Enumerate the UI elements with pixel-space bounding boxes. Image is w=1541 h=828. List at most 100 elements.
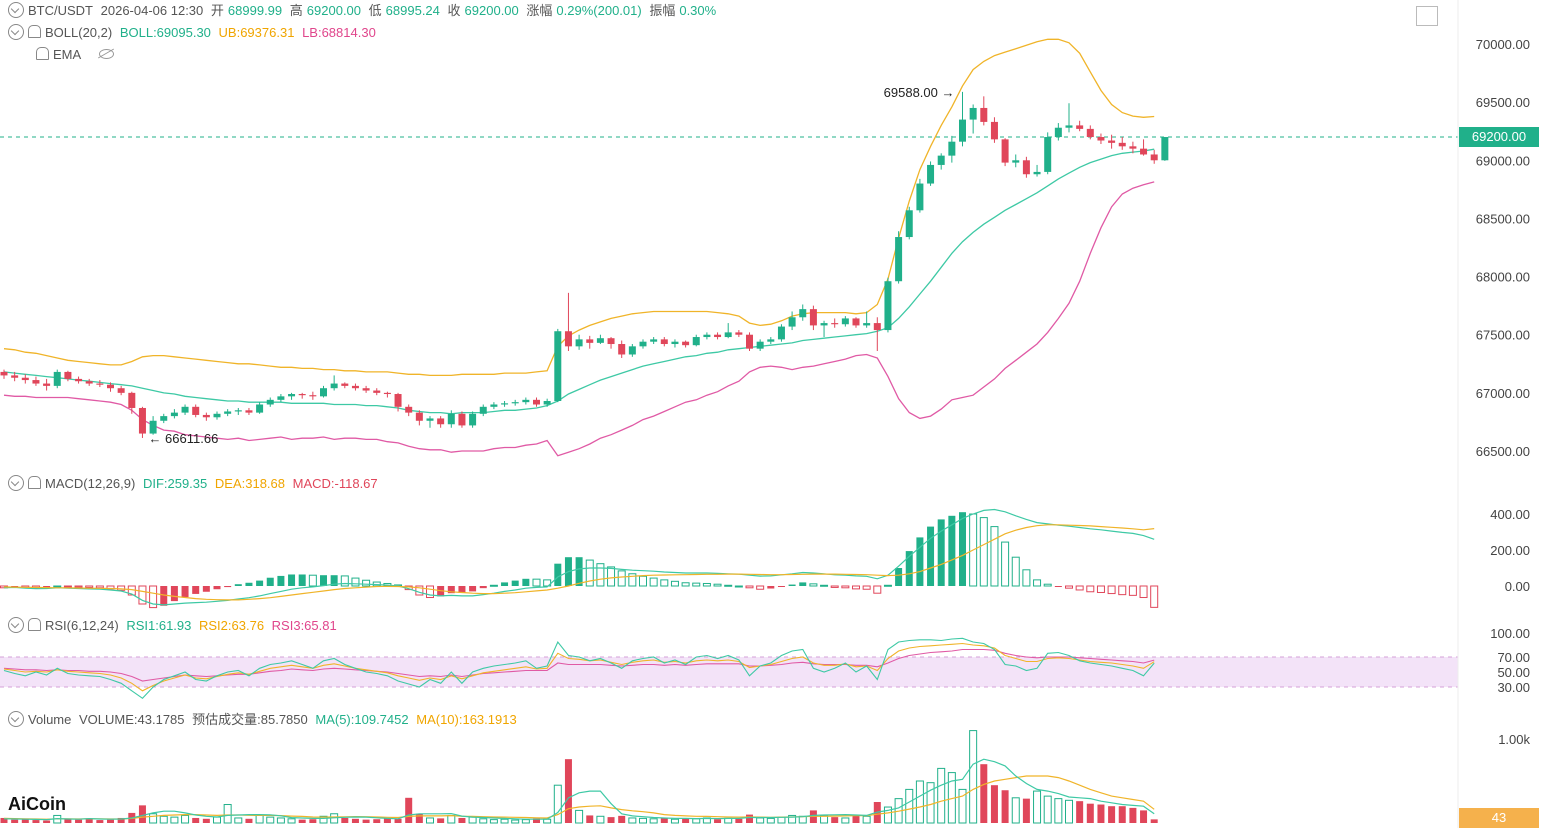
bell-icon[interactable]	[36, 47, 49, 60]
candle[interactable]	[245, 407, 253, 415]
candle[interactable]	[607, 337, 615, 349]
candle[interactable]	[43, 378, 51, 391]
candle[interactable]	[586, 335, 594, 349]
candle[interactable]	[1150, 149, 1158, 164]
candle[interactable]	[1001, 138, 1009, 167]
candle[interactable]	[383, 391, 391, 398]
candle[interactable]	[256, 402, 264, 414]
candle[interactable]	[213, 411, 221, 420]
candle[interactable]	[437, 416, 445, 428]
volume-toggle-icon[interactable]	[8, 711, 24, 727]
candle[interactable]	[905, 206, 913, 240]
candle[interactable]	[1097, 133, 1105, 145]
candle[interactable]	[149, 416, 157, 435]
ema-label[interactable]: EMA	[53, 47, 82, 62]
candle[interactable]	[85, 378, 93, 386]
candle[interactable]	[724, 323, 732, 339]
candle[interactable]	[660, 337, 668, 347]
candle[interactable]	[575, 334, 583, 350]
candle[interactable]	[202, 412, 210, 421]
candle[interactable]	[170, 409, 178, 419]
candle[interactable]	[937, 153, 945, 170]
candle[interactable]	[394, 392, 402, 412]
candle[interactable]	[53, 369, 61, 389]
volume-label[interactable]: Volume	[28, 712, 72, 727]
candle[interactable]	[1086, 125, 1094, 140]
candle[interactable]	[1065, 103, 1073, 133]
candle[interactable]	[522, 397, 530, 405]
candle[interactable]	[852, 317, 860, 328]
candle[interactable]	[138, 406, 146, 438]
candle[interactable]	[11, 371, 19, 382]
candle[interactable]	[692, 334, 700, 347]
candle[interactable]	[330, 375, 338, 391]
candle[interactable]	[1108, 134, 1116, 149]
candle[interactable]	[948, 135, 956, 163]
candle[interactable]	[288, 392, 296, 400]
candle[interactable]	[1012, 154, 1020, 168]
hidden-eye-icon[interactable]	[99, 49, 115, 59]
candle[interactable]	[799, 304, 807, 321]
candle[interactable]	[959, 91, 966, 147]
candle[interactable]	[543, 398, 551, 407]
candle[interactable]	[21, 374, 29, 384]
candle[interactable]	[1161, 137, 1169, 161]
candle[interactable]	[447, 410, 455, 428]
candle[interactable]	[969, 104, 977, 134]
bell-icon[interactable]	[28, 25, 41, 38]
candle[interactable]	[1033, 164, 1041, 177]
bell-icon[interactable]	[28, 618, 41, 631]
candle[interactable]	[1076, 120, 1084, 132]
candle[interactable]	[873, 317, 881, 351]
candle[interactable]	[756, 339, 764, 351]
candle[interactable]	[298, 392, 306, 399]
candle[interactable]	[309, 391, 317, 400]
candle[interactable]	[117, 385, 125, 396]
candle[interactable]	[650, 337, 658, 345]
rsi-label[interactable]: RSI(6,12,24)	[45, 618, 119, 633]
candle[interactable]	[266, 397, 274, 407]
candle[interactable]	[511, 399, 519, 406]
candle[interactable]	[746, 332, 753, 351]
candle[interactable]	[714, 332, 722, 340]
candle[interactable]	[75, 376, 83, 384]
boll-toggle-icon[interactable]	[8, 24, 24, 40]
candle[interactable]	[1022, 156, 1030, 178]
bell-icon[interactable]	[28, 476, 41, 489]
candle[interactable]	[735, 330, 743, 338]
candle[interactable]	[1140, 139, 1148, 156]
candle[interactable]	[990, 117, 998, 143]
candle[interactable]	[1044, 132, 1052, 175]
candle[interactable]	[501, 400, 509, 407]
candle[interactable]	[767, 337, 775, 345]
boll-label[interactable]: BOLL(20,2)	[45, 25, 113, 40]
candle[interactable]	[160, 413, 168, 424]
candle[interactable]	[469, 411, 477, 428]
candle[interactable]	[128, 391, 136, 414]
candle[interactable]	[405, 404, 413, 417]
candle[interactable]	[277, 394, 285, 403]
candle[interactable]	[703, 332, 711, 340]
candle[interactable]	[809, 305, 817, 331]
candle[interactable]	[841, 316, 849, 327]
candle[interactable]	[916, 178, 924, 213]
candle[interactable]	[181, 404, 189, 415]
candle[interactable]	[671, 339, 679, 348]
candle[interactable]	[820, 320, 828, 338]
candle[interactable]	[554, 328, 562, 403]
candle[interactable]	[777, 324, 785, 342]
macd-label[interactable]: MACD(12,26,9)	[45, 476, 136, 491]
candle[interactable]	[234, 407, 242, 415]
candle[interactable]	[479, 404, 487, 417]
candle[interactable]	[831, 318, 839, 328]
candle[interactable]	[0, 369, 8, 379]
candle[interactable]	[1054, 123, 1062, 141]
candle[interactable]	[490, 402, 498, 410]
candle[interactable]	[895, 231, 903, 284]
candle[interactable]	[224, 409, 232, 417]
collapse-toggle-icon[interactable]	[8, 2, 24, 18]
expand-icon[interactable]	[1416, 6, 1438, 26]
candle[interactable]	[373, 388, 381, 396]
candle[interactable]	[596, 334, 604, 345]
